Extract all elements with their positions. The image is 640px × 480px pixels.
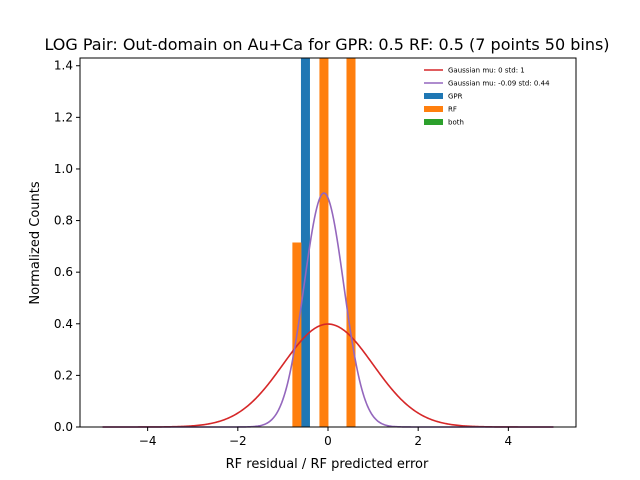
y-tick-label: 0.2 (54, 368, 73, 382)
legend-label-2: GPR (448, 93, 463, 101)
legend-label-4: both (448, 119, 464, 127)
legend-label-0: Gaussian mu: 0 std: 1 (448, 67, 525, 75)
plot-area (102, 58, 554, 428)
y-tick-label: 0.0 (54, 420, 73, 434)
bar-rf-2 (346, 58, 356, 427)
y-tick-label: 1.4 (54, 59, 73, 73)
x-tick-label: 2 (414, 434, 422, 448)
legend: Gaussian mu: 0 std: 1 Gaussian mu: -0.09 … (424, 67, 550, 127)
legend-swatch-4 (424, 119, 443, 125)
x-tick-label: 0 (324, 434, 332, 448)
y-tick-label: 1.2 (54, 110, 73, 124)
legend-label-1: Gaussian mu: -0.09 std: 0.44 (448, 80, 550, 88)
axes: −4 −2 0 2 4 0.0 0.2 0.4 0.6 0.8 1.0 1.2 1.4 (54, 57, 577, 448)
x-tick-label: 4 (505, 434, 513, 448)
y-tick-label: 0.4 (54, 317, 73, 331)
legend-swatch-3 (424, 106, 443, 112)
legend-label-3: RF (448, 106, 457, 114)
bar-gpr-0 (300, 58, 310, 427)
y-tick-label: 0.8 (54, 214, 73, 228)
chart-title: LOG Pair: Out-domain on Au+Ca for GPR: 0… (44, 35, 609, 54)
y-tick-label: 0.6 (54, 265, 73, 279)
y-tick-label: 1.0 (54, 162, 73, 176)
x-axis-label: RF residual / RF predicted error (226, 457, 429, 472)
bar-rf-1 (319, 58, 329, 427)
x-tick-label: −2 (229, 434, 247, 448)
y-axis-label: Normalized Counts (28, 181, 43, 304)
x-tick-label: −4 (139, 434, 157, 448)
legend-swatch-2 (424, 93, 443, 99)
